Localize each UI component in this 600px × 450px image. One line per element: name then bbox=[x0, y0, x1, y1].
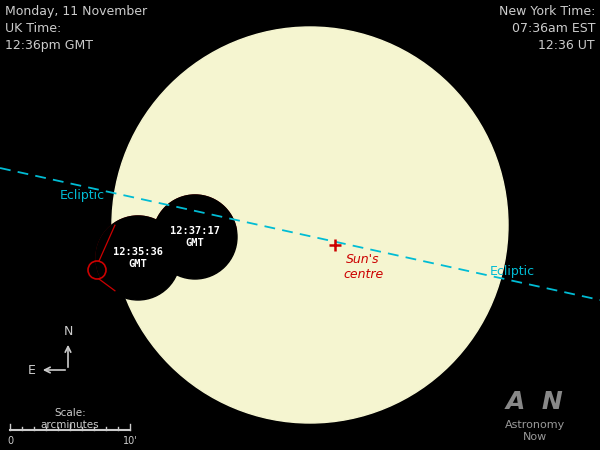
Circle shape bbox=[139, 180, 252, 294]
Text: Ecliptic: Ecliptic bbox=[490, 266, 535, 279]
Circle shape bbox=[112, 27, 508, 423]
Text: Sun's
centre: Sun's centre bbox=[343, 253, 383, 281]
Text: Ecliptic: Ecliptic bbox=[60, 189, 105, 202]
Text: Scale:
arcminutes: Scale: arcminutes bbox=[41, 408, 100, 430]
Text: 12:37:17
GMT: 12:37:17 GMT bbox=[170, 226, 220, 248]
Text: N: N bbox=[64, 325, 73, 338]
Text: 12:35:36
GMT: 12:35:36 GMT bbox=[113, 247, 163, 269]
Circle shape bbox=[96, 216, 180, 300]
Polygon shape bbox=[96, 195, 236, 279]
Text: New York Time:
07:36am EST
12:36 UT: New York Time: 07:36am EST 12:36 UT bbox=[499, 5, 595, 52]
Circle shape bbox=[153, 195, 237, 279]
Text: E: E bbox=[28, 364, 36, 377]
Text: 10': 10' bbox=[122, 436, 137, 446]
Text: 0: 0 bbox=[7, 436, 13, 446]
Text: Monday, 11 November
UK Time:
12:36pm GMT: Monday, 11 November UK Time: 12:36pm GMT bbox=[5, 5, 147, 52]
Text: Astronomy
Now: Astronomy Now bbox=[505, 420, 565, 441]
Text: A  N: A N bbox=[506, 390, 564, 414]
